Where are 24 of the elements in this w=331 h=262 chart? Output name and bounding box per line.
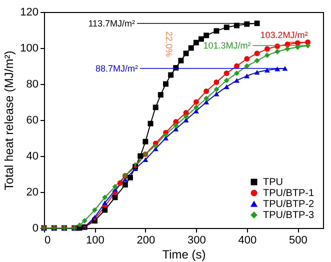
x-tick-label: 300: [188, 234, 206, 246]
y-tick-label: 0: [32, 222, 38, 234]
x-tick-label: 100: [86, 234, 104, 246]
y-tick-label: 20: [26, 186, 38, 198]
x-tick-label: 200: [136, 234, 156, 246]
annotation: 88.7MJ/m²: [95, 63, 138, 74]
legend-label: TPU: [263, 177, 283, 188]
annotation: 101.3MJ/m²: [203, 40, 251, 51]
y-tick-label: 80: [26, 78, 38, 90]
y-axis-title: Total heat release (MJ/m²): [2, 50, 16, 190]
y-tick-label: 120: [20, 6, 38, 18]
annotation: 22.0%: [164, 31, 174, 57]
y-tick-label: 100: [20, 42, 38, 54]
y-tick-label: 60: [26, 114, 38, 126]
annotation: 103.2MJ/m²: [260, 30, 308, 40]
x-axis-title: Time (s): [162, 248, 206, 262]
x-tick-label: 0: [44, 234, 51, 246]
annotation: 113.7MJ/m²: [88, 18, 136, 28]
legend-label: TPU/BTP-3: [263, 210, 315, 221]
x-tick-label: 400: [238, 234, 257, 246]
legend-label: TPU/BTP-1: [263, 188, 315, 199]
y-tick-label: 40: [26, 150, 38, 162]
x-tick-label: 500: [288, 234, 308, 246]
legend-label: TPU/BTP-2: [263, 199, 315, 210]
